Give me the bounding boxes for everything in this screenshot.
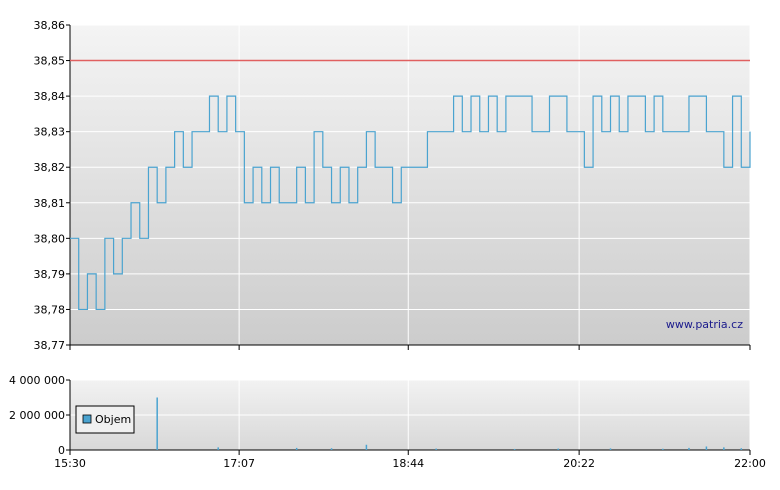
volume-bar <box>156 397 158 450</box>
price-y-tick-label: 38,78 <box>34 303 66 316</box>
watermark: www.patria.cz <box>666 318 743 331</box>
price-y-tick-label: 38,81 <box>34 197 66 210</box>
volume-bar <box>513 448 516 450</box>
volume-bar <box>435 448 437 450</box>
legend-label: Objem <box>95 413 131 426</box>
x-tick-label: 17:07 <box>223 457 255 470</box>
x-tick-label: 18:44 <box>392 457 424 470</box>
price-y-tick-label: 38,79 <box>34 268 66 281</box>
volume-bar <box>217 447 219 450</box>
volume-bar <box>557 448 559 450</box>
x-axis: 15:30 17:07 18:44 20:22 22:00 <box>54 345 766 470</box>
price-y-tick-label: 38,83 <box>34 126 66 139</box>
price-y-tick-label: 38,84 <box>34 90 66 103</box>
volume-bar <box>705 446 708 450</box>
price-y-tick-label: 38,82 <box>34 161 66 174</box>
volume-y-tick-label: 0 <box>58 444 65 457</box>
x-tick-label: 22:00 <box>734 457 766 470</box>
volume-bar <box>295 447 298 450</box>
legend-swatch <box>82 414 92 424</box>
price-y-tick-label: 38,85 <box>34 55 66 68</box>
price-series <box>69 95 751 311</box>
volume-series <box>156 397 743 450</box>
volume-bar <box>688 447 690 450</box>
price-plot-area <box>70 25 750 345</box>
volume-bar <box>365 444 368 450</box>
price-y-tick-label: 38,77 <box>34 339 66 352</box>
volume-y-axis: 4 000 000 2 000 000 0 <box>9 374 70 457</box>
price-y-tick-label: 38,80 <box>34 232 66 245</box>
legend: Objem <box>75 405 135 434</box>
volume-bar <box>609 448 612 450</box>
price-line <box>70 95 751 311</box>
x-tick-label: 20:22 <box>563 457 595 470</box>
x-tick-label: 15:30 <box>54 457 86 470</box>
price-y-axis: 38,86 38,85 38,84 38,83 38,82 38,81 38,80 38,79… <box>34 19 70 352</box>
price-y-tick-label: 38,86 <box>34 19 66 32</box>
volume-bar <box>723 447 725 450</box>
volume-y-tick-label: 4 000 000 <box>9 374 65 387</box>
volume-grid <box>69 379 751 451</box>
volume-bar <box>662 448 664 450</box>
volume-bar <box>330 448 333 450</box>
volume-bar <box>740 448 743 450</box>
volume-y-tick-label: 2 000 000 <box>9 409 65 422</box>
